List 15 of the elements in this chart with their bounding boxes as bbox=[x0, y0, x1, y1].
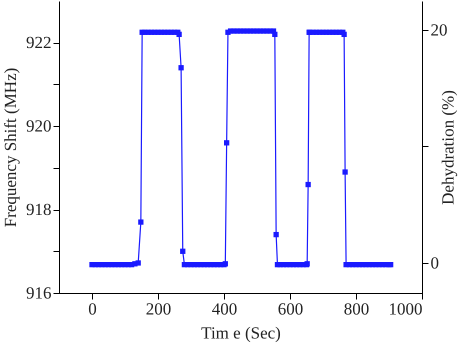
x-tick-label: 600 bbox=[278, 300, 304, 318]
x-axis-title: Tim e (Sec) bbox=[201, 324, 281, 342]
y-tick-label: 918 bbox=[26, 200, 52, 220]
y-tick-label: 922 bbox=[26, 33, 52, 52]
y-tick-label: 920 bbox=[26, 116, 52, 136]
y2-axis-title: Dehydration (%) bbox=[438, 90, 458, 205]
x-tick-label: 1000 bbox=[388, 300, 422, 318]
x-tick-label: 400 bbox=[212, 300, 238, 318]
y2-tick-label: 0 bbox=[430, 254, 439, 273]
y-tick-label: 916 bbox=[26, 284, 52, 302]
x-tick-label: 800 bbox=[344, 300, 370, 318]
y-axis-title: Frequency Shift (MHz) bbox=[1, 68, 20, 228]
x-tick-label: 200 bbox=[146, 300, 172, 318]
y2-tick-label: 20 bbox=[430, 20, 448, 40]
x-tick-label: 0 bbox=[88, 300, 97, 318]
